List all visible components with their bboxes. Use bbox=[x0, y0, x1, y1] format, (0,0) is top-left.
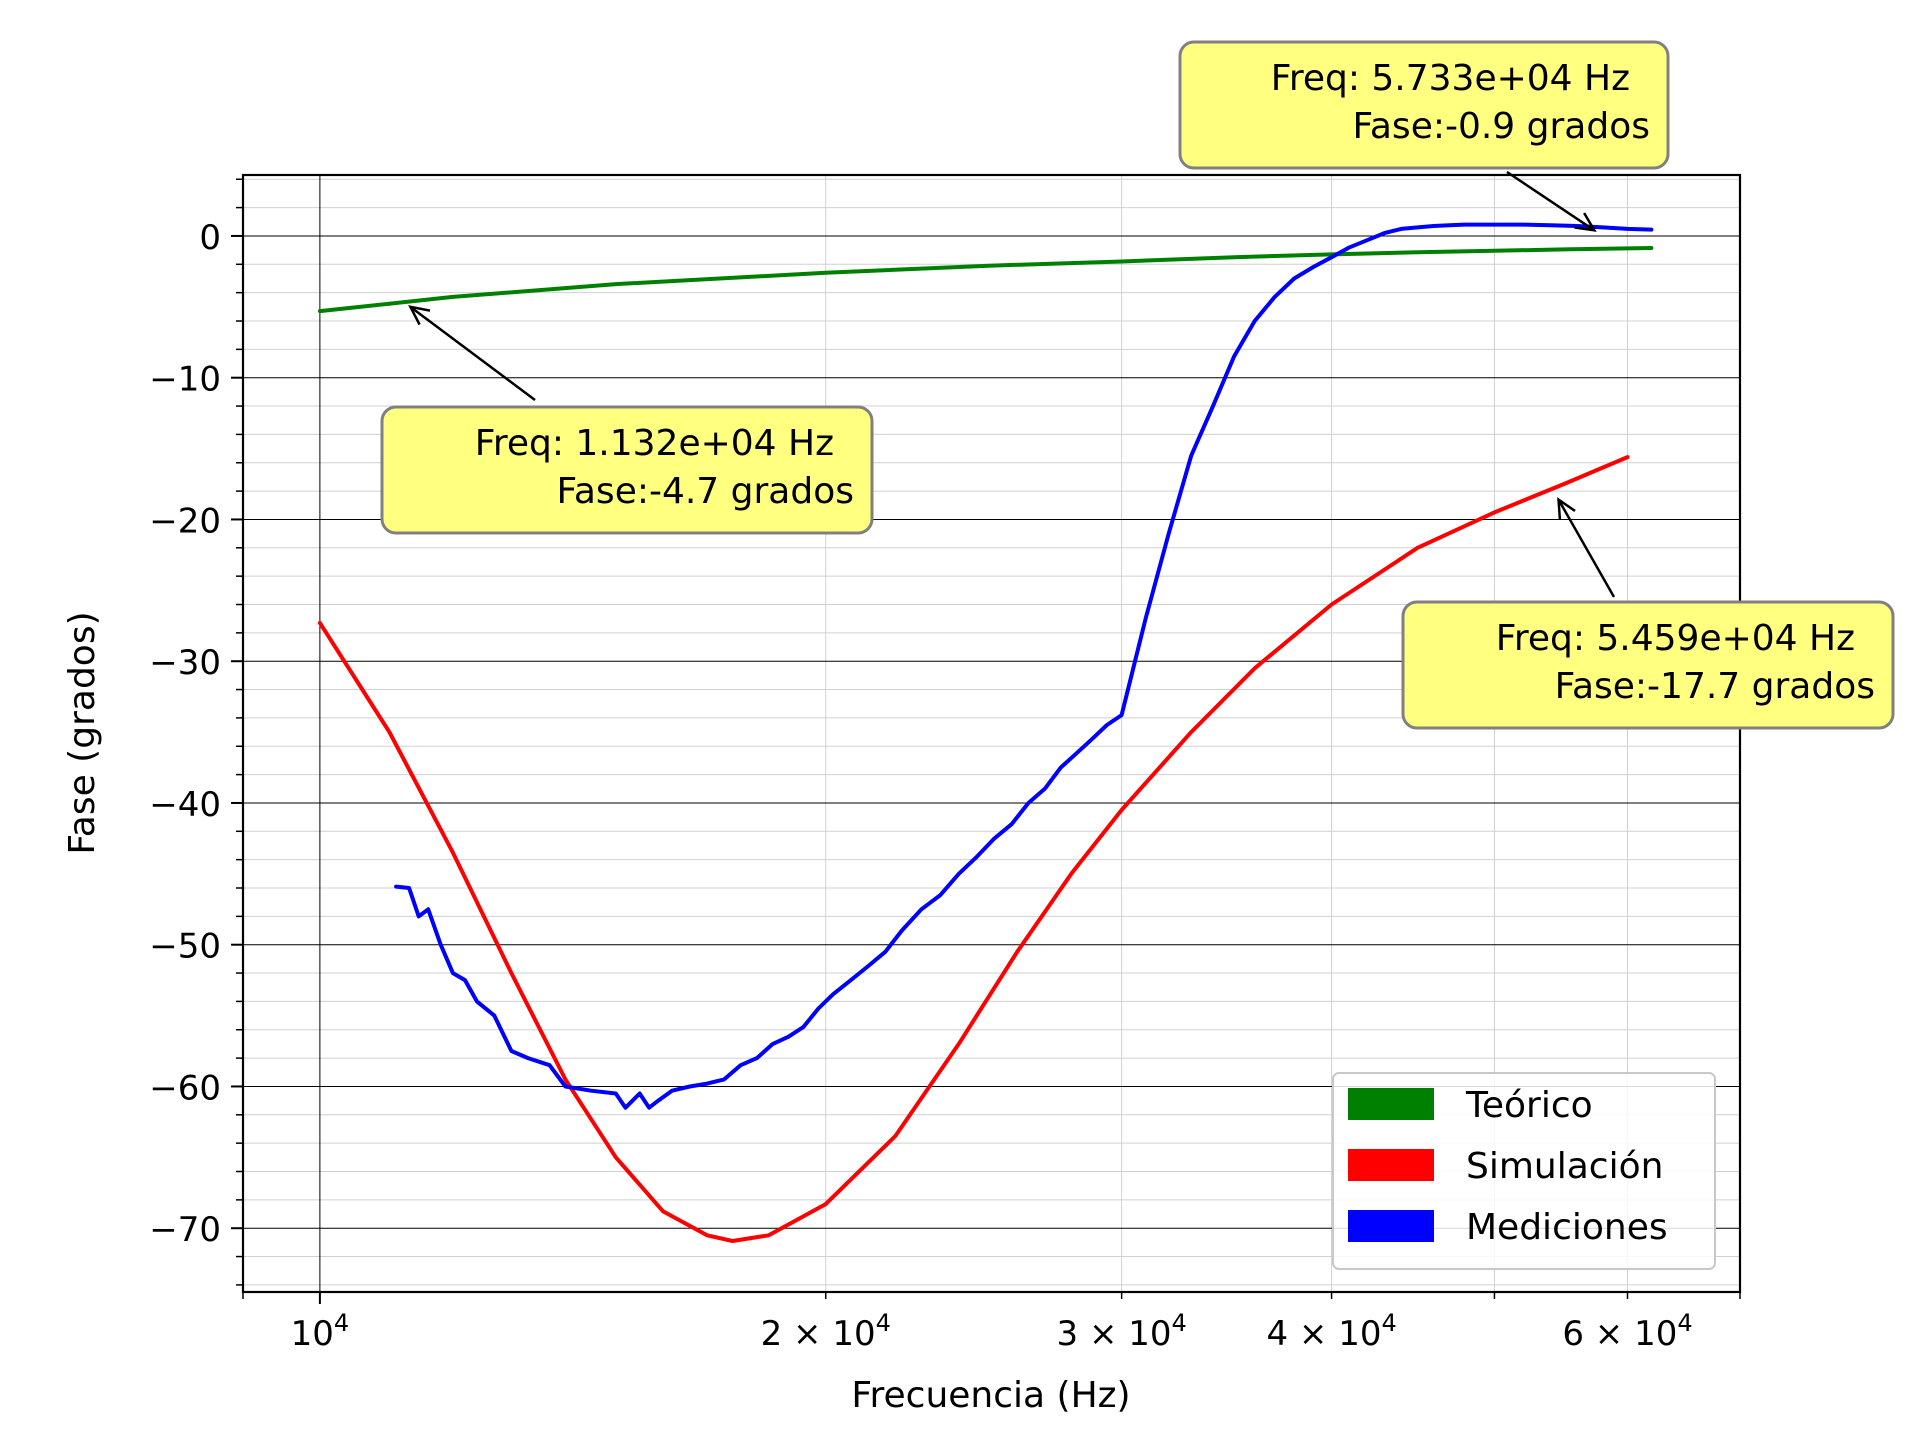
legend: Teórico Simulación Mediciones bbox=[1332, 1072, 1716, 1270]
legend-label-simulacion: Simulación bbox=[1466, 1146, 1663, 1187]
x-axis-label: Frecuencia (Hz) bbox=[851, 1375, 1130, 1416]
y-tick-label: −20 bbox=[149, 501, 221, 541]
annotation-arrow-head bbox=[1574, 212, 1597, 232]
x-tick-label: 6 × 104 bbox=[1562, 1309, 1692, 1354]
annotation: Freq: 5.459e+04 Hz Fase:-17.7 grados bbox=[1401, 497, 1895, 730]
legend-label-mediciones: Mediciones bbox=[1466, 1207, 1668, 1248]
annotation-phase-label: Fase:-4.7 grados bbox=[556, 471, 854, 512]
y-axis-label: Fase (grados) bbox=[62, 611, 103, 854]
annotation-box bbox=[1401, 600, 1895, 730]
annotation-box bbox=[1178, 40, 1670, 170]
mediciones-line bbox=[394, 222, 1654, 1110]
annotation-phase-label: Fase:-17.7 grados bbox=[1555, 666, 1875, 707]
legend-label-teorico: Teórico bbox=[1465, 1085, 1593, 1126]
annotation: Freq: 1.132e+04 Hz Fase:-4.7 grados bbox=[380, 305, 874, 535]
y-tick-label: −40 bbox=[149, 785, 221, 825]
legend-swatch-simulacion bbox=[1348, 1149, 1434, 1181]
annotation-arrow-head bbox=[408, 305, 431, 326]
x-tick-label: 3 × 104 bbox=[1057, 1309, 1187, 1354]
x-tick-label: 104 bbox=[291, 1309, 350, 1354]
x-tick-label: 4 × 104 bbox=[1266, 1309, 1396, 1354]
annotation-box bbox=[380, 405, 874, 535]
annotation: Freq: 5.733e+04 Hz Fase:-0.9 grados bbox=[1178, 40, 1670, 232]
annotation-freq-label: Freq: 5.459e+04 Hz bbox=[1496, 618, 1855, 659]
annotation-arrow-line bbox=[1506, 170, 1595, 232]
y-tick-label: −30 bbox=[149, 643, 221, 683]
y-tick-label: −70 bbox=[149, 1210, 221, 1250]
annotation-arrow-line bbox=[409, 305, 536, 402]
axis-ticks bbox=[231, 178, 1741, 1304]
annotation-freq-label: Freq: 5.733e+04 Hz bbox=[1271, 58, 1630, 99]
tick-labels: 0 −10 −20 −30 −40 −50 −60 −70 104 2 × 104 3 × 104 4… bbox=[149, 218, 1692, 1354]
y-tick-label: 0 bbox=[199, 218, 221, 258]
plot-frame bbox=[241, 173, 1742, 1294]
annotation-phase-label: Fase:-0.9 grados bbox=[1352, 106, 1650, 147]
legend-swatch-teorico bbox=[1348, 1088, 1434, 1120]
teorico-line bbox=[317, 246, 1654, 314]
annotation-arrow-line bbox=[1557, 498, 1616, 598]
simulacion-line bbox=[317, 455, 1630, 1243]
x-tick-label: 2 × 104 bbox=[761, 1309, 891, 1354]
y-tick-label: −10 bbox=[149, 360, 221, 400]
annotation-arrow-head bbox=[1557, 497, 1576, 520]
y-tick-label: −50 bbox=[149, 927, 221, 967]
legend-swatch-mediciones bbox=[1348, 1210, 1434, 1242]
y-tick-label: −60 bbox=[149, 1068, 221, 1108]
annotation-freq-label: Freq: 1.132e+04 Hz bbox=[475, 423, 834, 464]
series-layer bbox=[317, 222, 1654, 1243]
